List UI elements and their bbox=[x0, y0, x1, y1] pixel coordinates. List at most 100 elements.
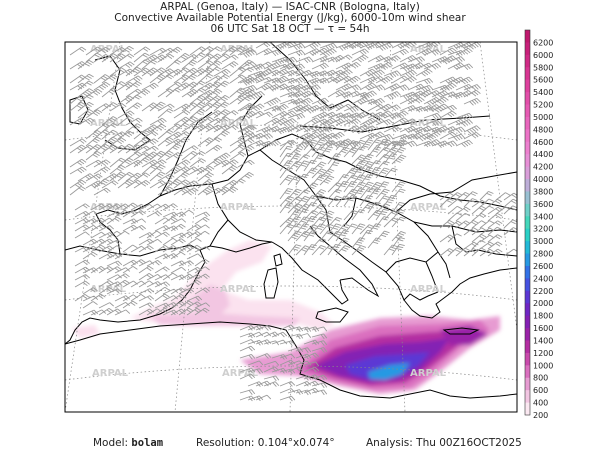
wind-barb bbox=[213, 80, 230, 91]
wind-barb bbox=[255, 48, 273, 56]
wind-barb bbox=[367, 42, 385, 49]
wind-barb bbox=[85, 52, 102, 63]
wind-barb bbox=[319, 117, 337, 127]
colorbar-label: 3800 bbox=[533, 187, 553, 196]
colorbar-label: 3000 bbox=[533, 237, 553, 246]
wind-barb bbox=[295, 160, 310, 172]
wind-barb bbox=[125, 123, 143, 133]
colorbar-swatch bbox=[525, 377, 530, 391]
wind-barb bbox=[205, 75, 223, 84]
wind-barb bbox=[106, 266, 122, 274]
wind-barb bbox=[186, 266, 202, 274]
wind-barb bbox=[351, 91, 370, 99]
wind-barb bbox=[479, 190, 494, 201]
wind-barb bbox=[487, 226, 503, 236]
wind-barb bbox=[106, 216, 122, 225]
wind-barb bbox=[178, 307, 194, 316]
wind-barb bbox=[287, 196, 303, 207]
wind-barb bbox=[335, 75, 353, 84]
wind-barb bbox=[141, 145, 159, 154]
wind-barb bbox=[149, 171, 166, 182]
wind-barb bbox=[117, 143, 134, 154]
wind-barb bbox=[239, 110, 257, 119]
wind-barb bbox=[194, 307, 210, 316]
wind-barb bbox=[383, 70, 402, 78]
wind-barb bbox=[197, 116, 215, 126]
wind-barb bbox=[181, 67, 199, 77]
wind-barb bbox=[287, 230, 302, 242]
wind-barb bbox=[295, 90, 313, 99]
wind-barb bbox=[181, 116, 198, 126]
wind-barb bbox=[415, 77, 434, 85]
wind-barb bbox=[327, 103, 345, 112]
wind-barb bbox=[311, 174, 326, 186]
wind-barb bbox=[287, 42, 306, 51]
wind-barb bbox=[327, 89, 345, 98]
wind-barb bbox=[141, 59, 158, 70]
wind-barb bbox=[85, 136, 102, 147]
wind-barb bbox=[391, 110, 409, 119]
wind-barb bbox=[263, 125, 281, 133]
wind-barb bbox=[391, 139, 406, 151]
wind-barb bbox=[98, 302, 114, 309]
wind-barb bbox=[173, 82, 191, 91]
wind-barb bbox=[295, 347, 312, 353]
wind-barb bbox=[311, 195, 326, 207]
wind-barb bbox=[122, 259, 138, 267]
wind-barb bbox=[157, 74, 175, 84]
wind-barb bbox=[287, 333, 304, 340]
wind-barb bbox=[263, 62, 281, 72]
wind-barb bbox=[125, 66, 142, 77]
wind-barb bbox=[391, 243, 405, 256]
wind-barb bbox=[367, 223, 382, 235]
model-info: Model: bolam bbox=[93, 437, 164, 449]
wind-barb bbox=[109, 67, 127, 77]
wind-barb bbox=[383, 146, 398, 158]
wind-barb bbox=[375, 76, 393, 84]
wind-barb bbox=[205, 187, 223, 196]
wind-barb bbox=[463, 125, 481, 135]
wind-barb bbox=[271, 83, 289, 91]
wind-barb bbox=[351, 48, 369, 56]
colorbar-swatch bbox=[525, 402, 530, 416]
wind-barb bbox=[375, 103, 393, 112]
wind-barb bbox=[77, 109, 94, 119]
wind-barb bbox=[133, 46, 151, 56]
wind-barb bbox=[109, 53, 127, 63]
wind-barb bbox=[197, 95, 215, 105]
wind-barb bbox=[69, 186, 86, 196]
wind-barb bbox=[343, 180, 357, 193]
wind-barb bbox=[263, 360, 280, 366]
wind-barb bbox=[303, 159, 317, 172]
wind-barb bbox=[181, 59, 198, 70]
wind-barb bbox=[391, 237, 405, 249]
wind-barb bbox=[221, 46, 238, 56]
wind-barb bbox=[146, 238, 162, 246]
wind-barb bbox=[205, 158, 223, 168]
wind-barb bbox=[173, 136, 190, 147]
wind-barb bbox=[487, 220, 503, 229]
wind-barb bbox=[319, 76, 337, 84]
wind-barb bbox=[229, 95, 247, 105]
wind-barb bbox=[194, 230, 210, 239]
wind-barb bbox=[141, 131, 159, 140]
title-line-3: 06 UTC Sat 18 OCT — τ = 54h bbox=[210, 23, 370, 35]
colorbar-swatch bbox=[525, 290, 530, 304]
wind-barb bbox=[194, 302, 211, 309]
wind-barb bbox=[69, 179, 87, 189]
wind-barb bbox=[237, 172, 254, 182]
colorbar-label: 2600 bbox=[533, 262, 553, 271]
svg-text:ARPAL: ARPAL bbox=[90, 118, 127, 129]
wind-barb bbox=[138, 260, 155, 267]
wind-barb bbox=[415, 68, 433, 77]
wind-barb bbox=[77, 73, 94, 84]
wind-barb bbox=[479, 198, 494, 208]
wind-barb bbox=[221, 54, 239, 63]
wind-barb bbox=[133, 157, 150, 168]
wind-barb bbox=[463, 131, 481, 140]
wind-barb bbox=[173, 186, 191, 196]
wind-barb bbox=[367, 146, 382, 158]
wind-barb bbox=[367, 97, 386, 106]
wind-barb bbox=[138, 302, 155, 309]
wind-barb bbox=[487, 248, 503, 257]
